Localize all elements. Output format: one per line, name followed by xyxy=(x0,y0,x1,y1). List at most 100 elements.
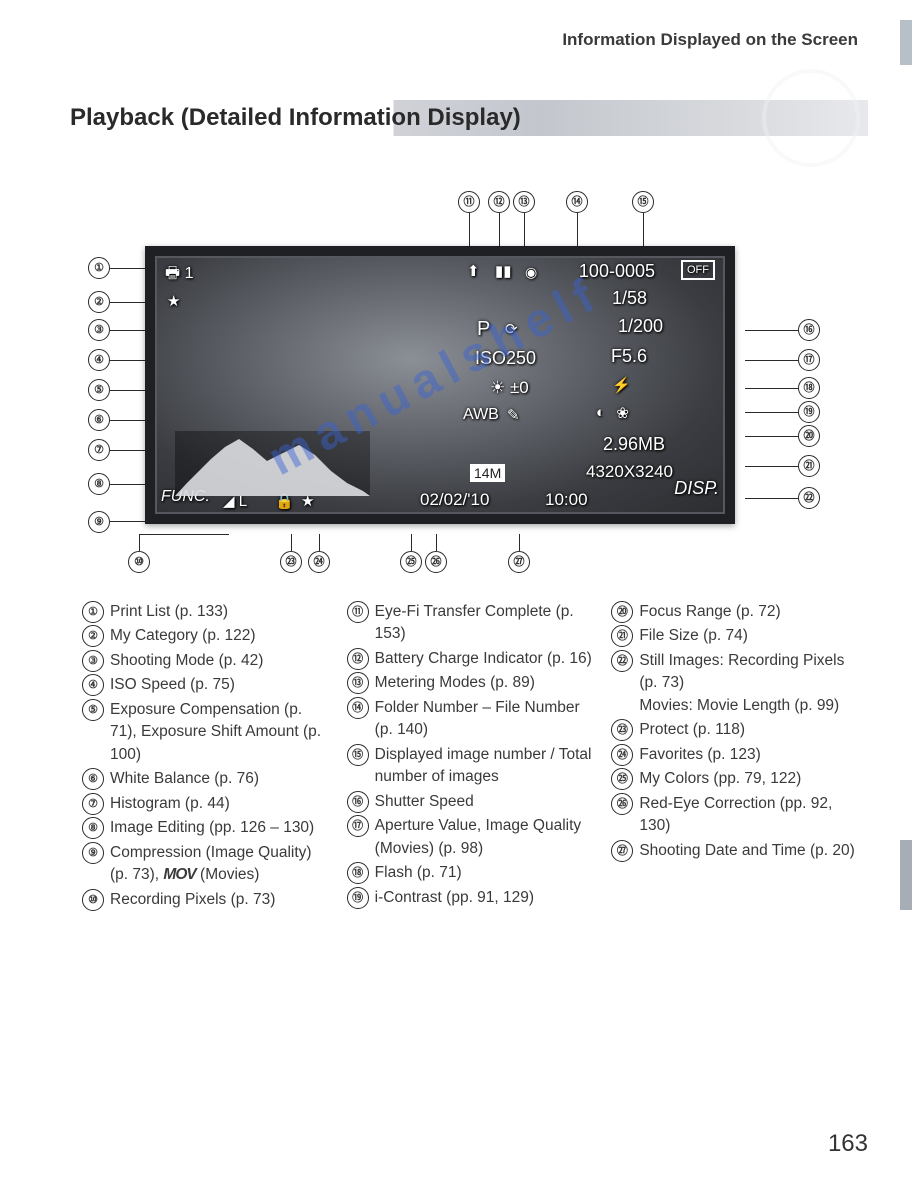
legend-marker: ⑩ xyxy=(82,889,104,911)
callout-9: ⑨ xyxy=(88,511,110,533)
lcd-icontrast-icon: ◐ xyxy=(596,404,605,421)
lcd-mp-badge: 14M xyxy=(470,464,505,482)
callout-7: ⑦ xyxy=(88,439,110,461)
legend-item-24: ㉔Favorites (p. 123) xyxy=(611,744,858,766)
callout-14: ⑭ xyxy=(566,191,588,213)
legend-marker: ㉓ xyxy=(611,719,633,741)
legend-text: Focus Range (p. 72) xyxy=(639,601,858,623)
legend-marker: ① xyxy=(82,601,104,623)
legend-col-1: ①Print List (p. 133)②My Category (p. 122… xyxy=(82,601,329,913)
legend-item-25: ㉕My Colors (pp. 79, 122) xyxy=(611,768,858,790)
callout-27: ㉗ xyxy=(508,551,530,573)
legend-text: Eye-Fi Transfer Complete (p. 153) xyxy=(375,601,594,646)
lcd-battery-icon: ▮▮ xyxy=(495,262,512,280)
lead-20 xyxy=(745,436,798,437)
legend-text: ISO Speed (p. 75) xyxy=(110,674,329,696)
callout-diagram: ⑪ ⑫ ⑬ ⑭ ⑮ ① ② ③ ④ ⑤ ⑥ ⑦ ⑧ ⑨ ⑩ ⑯ ⑰ ⑱ ⑲ ⑳ … xyxy=(50,191,870,581)
histogram-shape xyxy=(175,439,370,496)
lead-16 xyxy=(745,330,798,331)
lead-17 xyxy=(745,360,798,361)
callout-25: ㉕ xyxy=(400,551,422,573)
legend-text: White Balance (p. 76) xyxy=(110,768,329,790)
legend-marker: ⑱ xyxy=(347,862,369,884)
legend-marker: ㉗ xyxy=(611,840,633,862)
legend-item-5: ⑤Exposure Compensation (p. 71), Exposure… xyxy=(82,699,329,766)
legend-item-21: ㉑File Size (p. 74) xyxy=(611,625,858,647)
callout-5: ⑤ xyxy=(88,379,110,401)
lcd-category-icon: ★ xyxy=(167,292,180,310)
legend-item-8: ⑧Image Editing (pp. 126 – 130) xyxy=(82,817,329,839)
legend-text: Shooting Mode (p. 42) xyxy=(110,650,329,672)
legend-text: Histogram (p. 44) xyxy=(110,793,329,815)
legend-marker: ⑥ xyxy=(82,768,104,790)
lcd-time: 10:00 xyxy=(545,490,588,510)
legend-marker: ⑫ xyxy=(347,648,369,670)
legend-item-22: ㉒ Still Images: Recording Pixels (p. 73)M… xyxy=(611,650,858,717)
legend-marker: ⑰ xyxy=(347,815,369,837)
callout-11: ⑪ xyxy=(458,191,480,213)
callout-26: ㉖ xyxy=(425,551,447,573)
callout-12: ⑫ xyxy=(488,191,510,213)
legend-item-4: ④ ISO Speed (p. 75) xyxy=(82,674,329,696)
legend-text: Battery Charge Indicator (p. 16) xyxy=(375,648,594,670)
legend-item-23: ㉓Protect (p. 118) xyxy=(611,719,858,741)
legend-text: Flash (p. 71) xyxy=(375,862,594,884)
legend-text: Recording Pixels (p. 73) xyxy=(110,889,329,911)
side-tab-bottom xyxy=(900,840,912,910)
legend-item-16: ⑯Shutter Speed xyxy=(347,791,594,813)
legend-marker: ⑪ xyxy=(347,601,369,623)
side-tab-top xyxy=(900,20,912,65)
callout-6: ⑥ xyxy=(88,409,110,431)
callout-23: ㉓ xyxy=(280,551,302,573)
legend-marker: ㉕ xyxy=(611,768,633,790)
legend-item-11: ⑪ Eye-Fi Transfer Complete (p. 153) xyxy=(347,601,594,646)
lcd-off-badge: OFF xyxy=(681,260,715,280)
legend-text: Red-Eye Correction (pp. 92, 130) xyxy=(639,793,858,838)
legend-text: Aperture Value, Image Quality (Movies) (… xyxy=(375,815,594,860)
lcd-screen: 🖶 1 ★ ⬆ ▮▮ ◉ 100-0005 OFF 1/58 P ⟳ 1/200… xyxy=(145,246,735,524)
legend-marker: ⑭ xyxy=(347,697,369,719)
lead-27 xyxy=(519,534,520,551)
legend-marker: ② xyxy=(82,625,104,647)
callout-8: ⑧ xyxy=(88,473,110,495)
legend-item-19: ⑲i-Contrast (pp. 91, 129) xyxy=(347,887,594,909)
legend-marker: ⑧ xyxy=(82,817,104,839)
section-heading: Playback (Detailed Information Display) xyxy=(50,100,868,136)
lcd-flash-icon: ⚡ xyxy=(612,376,631,394)
lead-24 xyxy=(319,534,320,551)
legend-col-3: ⑳Focus Range (p. 72)㉑File Size (p. 74)㉒S… xyxy=(611,601,858,913)
callout-17: ⑰ xyxy=(798,349,820,371)
legend-text: Still Images: Recording Pixels (p. 73)Mo… xyxy=(639,650,858,717)
legend-item-1: ① Print List (p. 133) xyxy=(82,601,329,623)
legend-text: Print List (p. 133) xyxy=(110,601,329,623)
lcd-date: 02/02/'10 xyxy=(420,490,489,510)
callout-16: ⑯ xyxy=(798,319,820,341)
lcd-focus-icon: ❀ xyxy=(616,404,629,422)
callout-18: ⑱ xyxy=(798,377,820,399)
callout-13: ⑬ xyxy=(513,191,535,213)
legend-text: File Size (p. 74) xyxy=(639,625,858,647)
legend-text: Favorites (p. 123) xyxy=(639,744,858,766)
callout-4: ④ xyxy=(88,349,110,371)
legend-marker: ⑳ xyxy=(611,601,633,623)
legend-text: Shutter Speed xyxy=(375,791,594,813)
legend-item-27: ㉗ Shooting Date and Time (p. 20) xyxy=(611,840,858,862)
callout-20: ⑳ xyxy=(798,425,820,447)
legend-item-26: ㉖Red-Eye Correction (pp. 92, 130) xyxy=(611,793,858,838)
legend: ①Print List (p. 133)②My Category (p. 122… xyxy=(50,601,868,913)
lcd-print-count: 1 xyxy=(185,265,194,282)
legend-text: Shooting Date and Time (p. 20) xyxy=(639,840,858,862)
legend-text: Compression (Image Quality) (p. 73), MOV… xyxy=(110,842,329,887)
legend-marker: ④ xyxy=(82,674,104,696)
lead-26 xyxy=(436,534,437,551)
callout-21: ㉑ xyxy=(798,455,820,477)
legend-text: Exposure Compensation (p. 71), Exposure … xyxy=(110,699,329,766)
legend-item-9: ⑨Compression (Image Quality) (p. 73), MO… xyxy=(82,842,329,887)
lcd-shutter: 1/200 xyxy=(618,316,663,337)
callout-22: ㉒ xyxy=(798,487,820,509)
legend-item-3: ③Shooting Mode (p. 42) xyxy=(82,650,329,672)
callout-1: ① xyxy=(88,257,110,279)
legend-marker: ㉒ xyxy=(611,650,633,672)
lead-10h xyxy=(139,534,229,535)
lcd-folder-file: 100-0005 xyxy=(579,261,655,282)
